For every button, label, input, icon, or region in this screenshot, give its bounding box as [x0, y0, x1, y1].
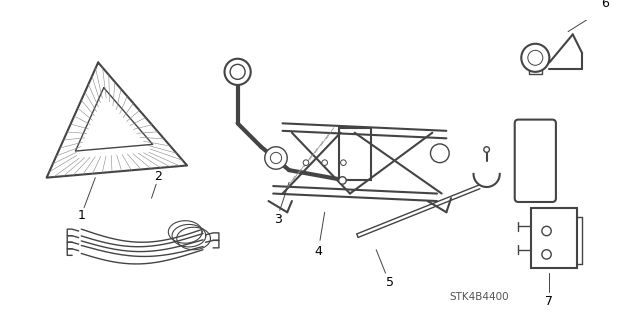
Circle shape [484, 147, 490, 152]
Circle shape [339, 177, 346, 184]
Circle shape [322, 160, 328, 166]
Circle shape [230, 64, 245, 79]
Text: 1: 1 [77, 209, 85, 222]
Text: 3: 3 [274, 213, 282, 226]
Circle shape [303, 160, 308, 166]
Text: 5: 5 [386, 276, 394, 289]
Text: 6: 6 [602, 0, 609, 10]
Circle shape [521, 44, 549, 72]
Text: 2: 2 [154, 170, 162, 183]
Circle shape [340, 160, 346, 166]
Circle shape [542, 250, 551, 259]
Bar [531, 208, 577, 269]
Circle shape [270, 152, 282, 164]
Circle shape [265, 147, 287, 169]
Circle shape [528, 50, 543, 65]
Bar [529, 63, 542, 74]
Circle shape [225, 59, 251, 85]
Circle shape [431, 144, 449, 163]
Circle shape [542, 226, 551, 236]
FancyBboxPatch shape [515, 120, 556, 202]
Text: STK4B4400: STK4B4400 [449, 292, 509, 301]
Text: 7: 7 [545, 295, 554, 308]
Text: 4: 4 [314, 245, 322, 258]
Bar [339, 128, 371, 180]
